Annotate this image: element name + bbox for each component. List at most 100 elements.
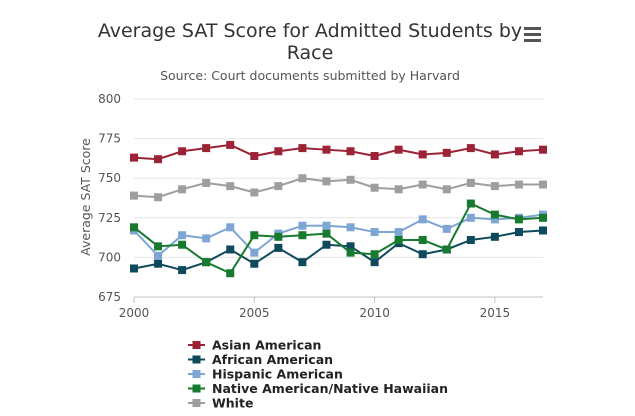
data-point — [466, 144, 475, 153]
y-tick-label: 800 — [98, 92, 121, 106]
axes: 675 700 725 750 775 800 2000 2005 2010 2015 — [98, 92, 543, 320]
data-point — [346, 147, 355, 156]
legend-marker — [192, 370, 201, 378]
legend-marker — [192, 341, 201, 349]
legend-item[interactable]: Asian American — [188, 338, 321, 353]
data-point — [346, 175, 355, 184]
data-point — [490, 232, 499, 241]
data-point — [418, 250, 427, 259]
data-point — [370, 250, 379, 259]
data-point — [274, 147, 283, 156]
data-point — [202, 258, 211, 267]
y-tick-label: 725 — [98, 211, 121, 225]
data-point — [298, 144, 307, 153]
data-point — [178, 185, 187, 194]
data-point — [322, 221, 331, 230]
data-point — [514, 180, 523, 189]
legend-marker — [192, 384, 201, 393]
data-point — [154, 259, 163, 268]
grid-lines — [134, 98, 543, 298]
data-point — [226, 182, 235, 191]
data-point — [490, 210, 499, 219]
data-point — [226, 269, 235, 278]
legend-marker — [192, 399, 201, 407]
data-point — [418, 215, 427, 224]
data-point — [130, 264, 138, 273]
data-point — [178, 231, 187, 240]
data-point — [274, 182, 283, 191]
series-0 — [130, 140, 547, 164]
data-point — [490, 215, 499, 224]
legend-item[interactable]: White — [188, 396, 253, 411]
series-4 — [130, 174, 547, 202]
series-line — [133, 177, 543, 199]
data-point — [394, 145, 403, 154]
data-point — [202, 144, 211, 153]
data-point — [130, 191, 138, 200]
legend-label: African American — [212, 352, 333, 367]
data-point — [154, 193, 163, 202]
data-point — [394, 185, 403, 194]
data-point — [539, 226, 547, 235]
data-point — [490, 150, 499, 159]
legend-item[interactable]: Native American/Native Hawaiian — [188, 381, 448, 396]
legend-item[interactable]: African American — [188, 352, 333, 367]
data-point — [370, 228, 379, 237]
menu-icon[interactable] — [524, 27, 541, 42]
y-tick-label: 700 — [98, 250, 121, 264]
data-point — [466, 213, 475, 222]
y-axis-title: Average SAT Score — [78, 138, 93, 256]
data-point — [346, 242, 355, 251]
plot-series — [130, 140, 547, 278]
data-point — [418, 180, 427, 189]
data-point — [394, 228, 403, 237]
data-point — [539, 145, 547, 154]
data-point — [394, 235, 403, 244]
data-point — [346, 248, 355, 257]
legend-label: Asian American — [212, 338, 321, 353]
data-point — [226, 245, 235, 254]
legend-label: White — [212, 396, 253, 411]
data-point — [250, 259, 259, 268]
data-point — [322, 240, 331, 249]
series-line — [133, 229, 544, 272]
data-point — [274, 243, 283, 252]
x-tick-label: 2005 — [239, 306, 270, 320]
chart-subtitle: Source: Court documents submitted by Har… — [160, 68, 460, 83]
data-point — [130, 223, 138, 232]
series-line — [133, 143, 544, 161]
data-point — [442, 245, 451, 254]
data-point — [178, 266, 187, 275]
data-point — [178, 147, 187, 156]
data-point — [298, 258, 307, 267]
y-tick-label: 775 — [98, 132, 121, 146]
x-tick-label: 2000 — [119, 306, 150, 320]
series-1 — [130, 226, 547, 275]
data-point — [250, 231, 259, 240]
data-point — [370, 152, 379, 161]
data-point — [298, 221, 307, 230]
data-point — [202, 178, 211, 187]
chart-title-line-2: Race — [287, 42, 334, 64]
data-point — [370, 258, 379, 267]
data-point — [202, 234, 211, 243]
data-point — [322, 229, 331, 238]
data-point — [130, 153, 138, 162]
data-point — [226, 140, 235, 149]
data-point — [466, 235, 475, 244]
data-point — [442, 148, 451, 157]
series-line — [133, 202, 544, 275]
series-line — [133, 213, 544, 258]
legend-item[interactable]: Hispanic American — [188, 367, 343, 382]
data-point — [466, 178, 475, 187]
data-point — [514, 215, 523, 224]
x-tick-label: 2015 — [480, 306, 511, 320]
data-point — [250, 188, 259, 197]
data-point — [490, 182, 499, 191]
data-point — [466, 199, 475, 208]
y-tick-label: 675 — [98, 290, 121, 304]
data-point — [322, 177, 331, 186]
data-point — [298, 174, 307, 183]
